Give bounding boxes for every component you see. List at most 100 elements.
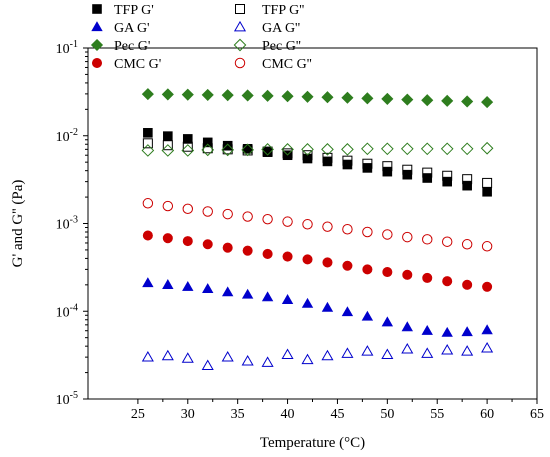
- data-point: [142, 230, 153, 241]
- data-point: [261, 143, 274, 156]
- data-point: [361, 142, 374, 156]
- series-7: [142, 198, 493, 252]
- data-point: [382, 161, 393, 172]
- data-point: [442, 170, 453, 181]
- data-point: [302, 150, 313, 161]
- legend-marker: [90, 38, 104, 52]
- data-point: [481, 324, 493, 335]
- data-point: [362, 226, 373, 238]
- data-point: [302, 219, 313, 230]
- data-point: [322, 152, 333, 163]
- data-point: [401, 93, 414, 106]
- data-point: [222, 208, 233, 220]
- data-point: [201, 88, 214, 101]
- data-point: [422, 167, 433, 178]
- data-point: [201, 143, 215, 157]
- data-point: [441, 94, 454, 107]
- data-point: [242, 211, 253, 222]
- data-point: [182, 203, 194, 215]
- series-6: [142, 230, 493, 292]
- data-point: [202, 137, 213, 148]
- legend-label: GA G'': [262, 21, 300, 36]
- data-point: [342, 155, 353, 166]
- data-point: [241, 288, 254, 299]
- data-point: [141, 350, 154, 362]
- data-point: [222, 242, 233, 253]
- data-point: [282, 216, 293, 227]
- data-point: [402, 231, 413, 243]
- data-point: [161, 349, 174, 361]
- data-point: [421, 324, 433, 335]
- data-point: [361, 345, 374, 356]
- series-2: [142, 277, 493, 337]
- data-point: [321, 143, 334, 156]
- legend-label: Pec G': [114, 39, 150, 54]
- data-point: [482, 186, 492, 197]
- data-point: [341, 91, 354, 104]
- data-point: [322, 156, 333, 167]
- legend-marker: [233, 38, 247, 52]
- legend-marker: [235, 4, 245, 14]
- data-point: [381, 142, 394, 156]
- data-point: [381, 92, 394, 105]
- data-point: [181, 88, 194, 101]
- data-point: [382, 166, 393, 177]
- data-point: [381, 316, 394, 327]
- data-point: [441, 344, 454, 355]
- data-point: [301, 297, 314, 308]
- data-point: [381, 348, 394, 359]
- data-point: [221, 143, 235, 157]
- data-point: [342, 159, 353, 170]
- x-tick-label: 60: [480, 407, 494, 422]
- data-point: [241, 354, 254, 366]
- data-point: [482, 177, 493, 188]
- series-4: [141, 88, 494, 109]
- data-point: [161, 88, 174, 101]
- data-point: [460, 142, 474, 156]
- data-point: [162, 140, 173, 151]
- data-point: [281, 143, 294, 156]
- data-point: [202, 206, 213, 217]
- data-point: [142, 198, 154, 209]
- data-point: [321, 349, 334, 361]
- x-axis-label: Temperature (°C): [260, 435, 365, 451]
- data-point: [482, 281, 493, 292]
- data-point: [262, 146, 273, 157]
- data-point: [141, 88, 154, 101]
- data-point: [422, 272, 433, 283]
- data-point: [181, 144, 195, 157]
- data-point: [461, 345, 474, 356]
- data-point: [442, 176, 453, 187]
- data-point: [342, 224, 353, 235]
- data-point: [461, 326, 473, 337]
- data-point: [421, 347, 434, 358]
- legend: TFP G' TFP G'' GA G' GA G'' Pec G' Pec G'' CMC…: [90, 3, 312, 72]
- series-0: [143, 128, 492, 197]
- legend-label: CMC G': [114, 57, 161, 72]
- data-point: [341, 143, 354, 156]
- data-point: [462, 279, 473, 290]
- data-point: [302, 254, 313, 265]
- data-point: [161, 144, 175, 157]
- data-point: [222, 140, 233, 151]
- x-tick-label: 65: [530, 407, 544, 422]
- data-point: [301, 353, 314, 365]
- x-tick-label: 40: [281, 407, 295, 422]
- legend-label: GA G': [114, 21, 150, 36]
- data-point: [400, 142, 414, 156]
- y-tick-label: 10-4: [56, 302, 78, 320]
- y-tick-label: 10-1: [56, 39, 78, 57]
- data-point: [182, 141, 193, 152]
- data-point: [401, 321, 413, 332]
- data-point: [402, 164, 413, 175]
- data-point: [261, 356, 274, 367]
- data-point: [420, 142, 434, 156]
- data-point: [341, 306, 354, 317]
- data-point: [261, 89, 274, 102]
- legend-label: Pec G'': [262, 39, 301, 54]
- x-tick-label: 30: [181, 407, 195, 422]
- data-point: [461, 95, 474, 108]
- data-point: [361, 310, 374, 321]
- data-point: [202, 239, 213, 250]
